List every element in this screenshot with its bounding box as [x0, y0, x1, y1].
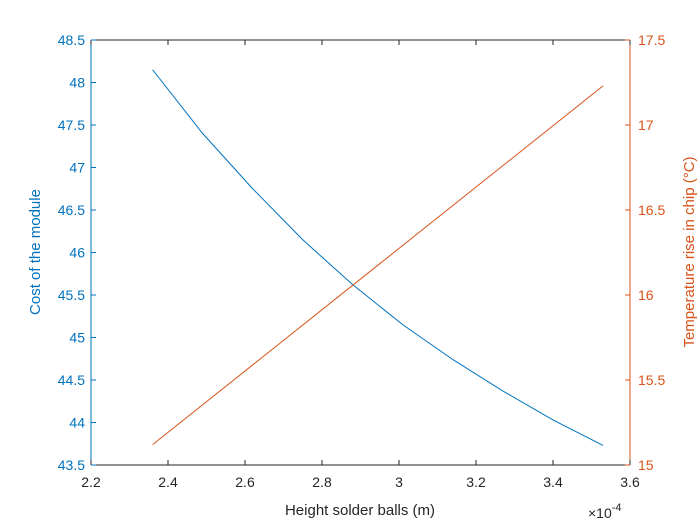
x-tick-label: 3.2 — [466, 474, 486, 490]
series-layer — [152, 69, 604, 446]
series-line-cost — [152, 69, 604, 446]
y-right-axis-label: Temperature rise in chip (°C) — [681, 156, 698, 347]
y-left-tick-label: 46 — [69, 245, 85, 261]
x-tick-label: 2.6 — [235, 474, 255, 490]
y-left-tick-label: 44.5 — [58, 372, 85, 388]
x-axis-exponent: ×10-4 — [588, 502, 622, 521]
y-right-tick-label: 17.5 — [638, 32, 665, 48]
x-tick-label: 2.4 — [158, 474, 178, 490]
y-right-tick-label: 16.5 — [638, 202, 665, 218]
y-left-tick-label: 44 — [69, 415, 85, 431]
y-left-tick-label: 46.5 — [58, 202, 85, 218]
x-tick-label: 3 — [395, 474, 403, 490]
series-line-temperature — [152, 85, 604, 445]
x-tick-label: 3.6 — [620, 474, 640, 490]
y-left-tick-label: 47.5 — [58, 117, 85, 133]
y-right-tick-label: 16 — [638, 287, 654, 303]
y-left-tick-label: 43.5 — [58, 457, 85, 473]
y-left-tick-label: 48 — [69, 75, 85, 91]
x-tick-label: 3.4 — [543, 474, 563, 490]
plot-area — [91, 40, 630, 465]
y-left-tick-label: 47 — [69, 160, 85, 176]
x-axis-exponent-power: -4 — [612, 502, 622, 514]
y-right-tick-label: 17 — [638, 117, 654, 133]
y-right-tick-label: 15 — [638, 457, 654, 473]
y-left-tick-label: 45 — [69, 330, 85, 346]
x-tick-label: 2.2 — [81, 474, 101, 490]
y-left-axis-label: Cost of the module — [27, 189, 44, 315]
x-tick-label: 2.8 — [312, 474, 332, 490]
y-right-tick-label: 15.5 — [638, 372, 665, 388]
axes-layer: 2.2 2.4 2.6 2.8 3 3.2 3.4 3.6 43.5 44 44.5 45 45.5 46… — [58, 32, 666, 490]
x-axis-exponent-base: ×10 — [588, 505, 612, 521]
y-left-tick-label: 45.5 — [58, 287, 85, 303]
y-left-tick-label: 48.5 — [58, 32, 85, 48]
x-axis-label: Height solder balls (m) — [285, 502, 435, 519]
